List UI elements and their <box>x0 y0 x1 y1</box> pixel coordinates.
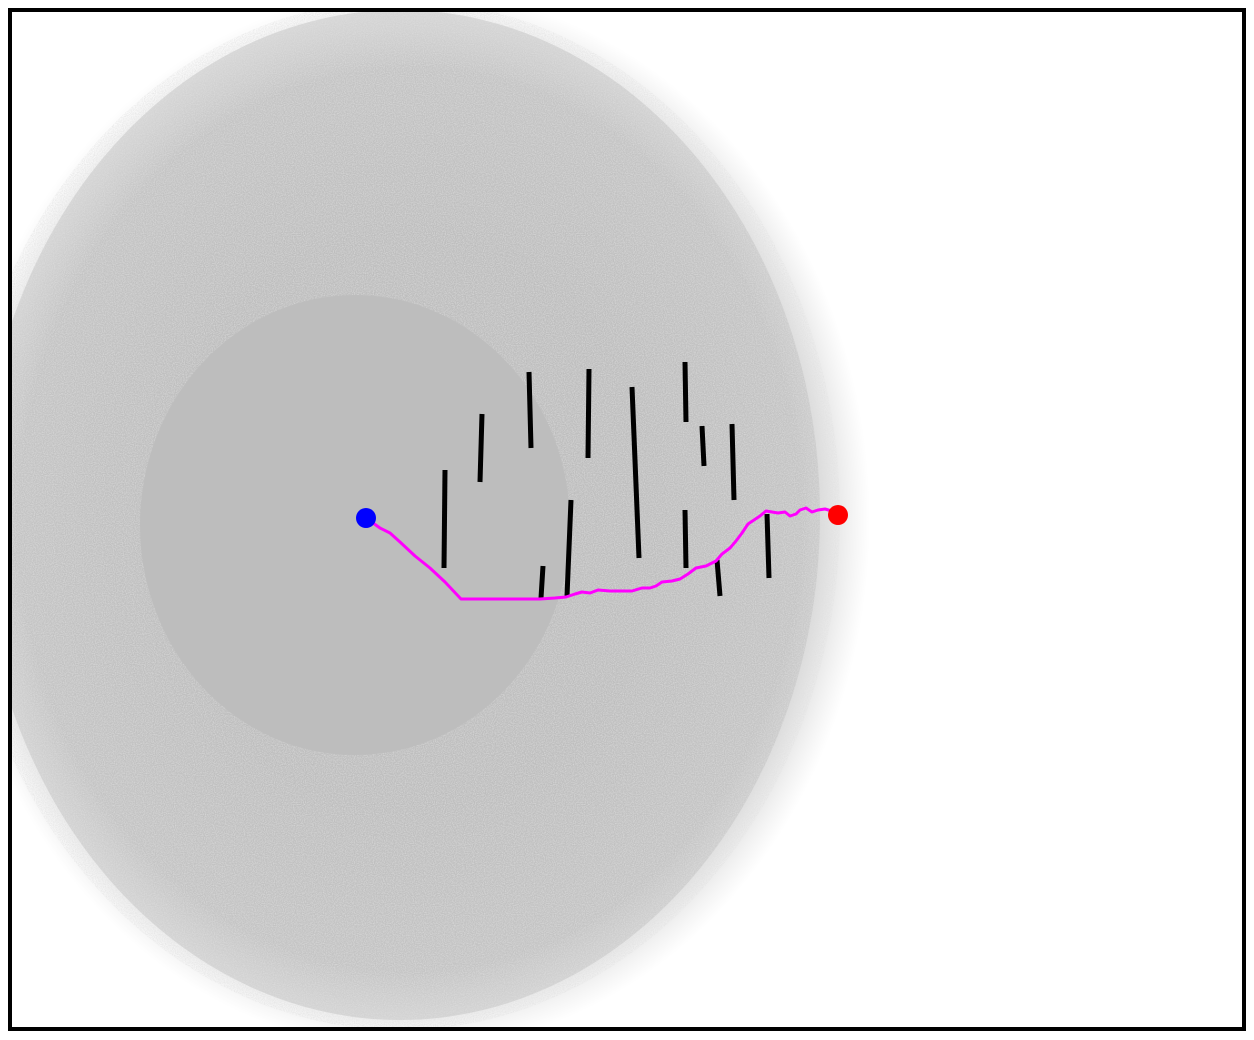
obstacle-wall <box>764 513 772 579</box>
obstacle-wall <box>729 423 737 501</box>
obstacle-wall <box>682 509 689 569</box>
obstacle-wall <box>441 469 448 569</box>
obstacle-wall <box>585 368 592 459</box>
obstacle-wall <box>564 499 574 597</box>
explored-region-dense-center <box>140 295 570 755</box>
obstacle-wall <box>699 425 707 467</box>
planned-path <box>364 506 840 601</box>
obstacle-wall <box>477 413 485 483</box>
start-point <box>356 508 376 528</box>
obstacle-group <box>441 361 772 599</box>
obstacle-wall <box>682 361 689 423</box>
obstacle-wall <box>629 386 642 559</box>
explored-region <box>12 12 870 1027</box>
obstacle-wall <box>714 559 723 597</box>
goal-point <box>828 505 848 525</box>
obstacle-wall <box>526 371 534 449</box>
obstacle-wall <box>538 565 546 599</box>
